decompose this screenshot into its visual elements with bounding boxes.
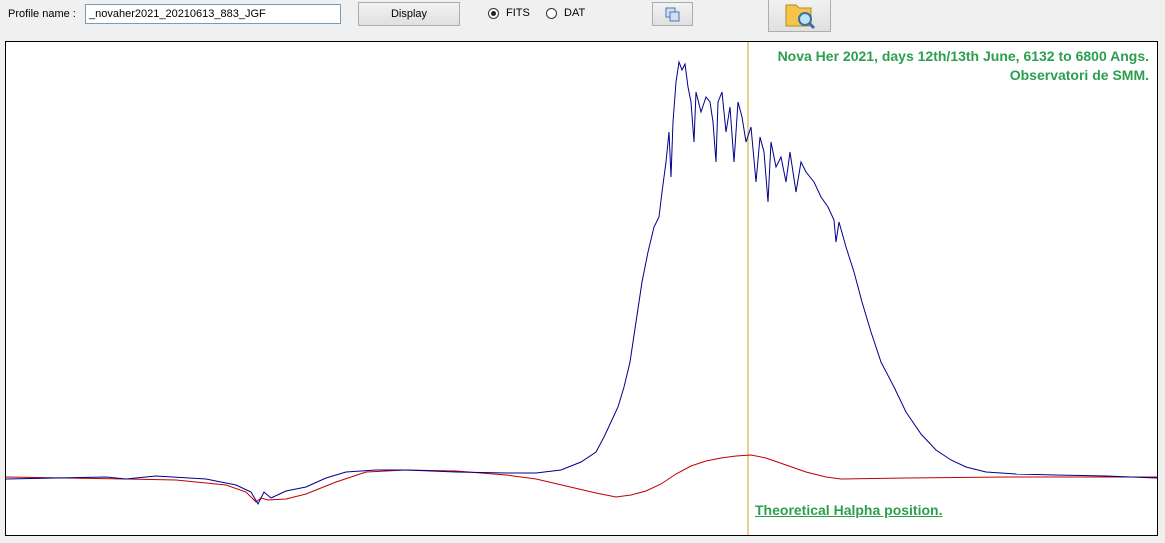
radio-button[interactable] [546, 8, 557, 19]
radio-label: DAT [564, 7, 586, 19]
theoretical-spectrum [6, 454, 1157, 503]
observed-spectrum [6, 60, 1157, 506]
display-button[interactable]: Display [358, 2, 460, 26]
profile-label: Profile name : [8, 8, 76, 20]
copy-button[interactable] [652, 2, 693, 26]
radio-label: FITS [506, 7, 530, 19]
copy-icon [665, 7, 680, 22]
radio-button[interactable] [488, 8, 499, 19]
plot-area: Nova Her 2021, days 12th/13th June, 6132… [5, 41, 1158, 536]
plot-title: Nova Her 2021, days 12th/13th June, 6132… [777, 48, 1149, 64]
radio-dot [491, 11, 496, 16]
plot-subtitle: Observatori de SMM. [1009, 67, 1149, 83]
profile-input[interactable]: _novaher2021_20210613_883_JGF [85, 4, 341, 24]
halpha-label: Theoretical Halpha position. [755, 502, 943, 518]
spectrum-svg [6, 42, 1157, 535]
folder-icon [785, 4, 816, 30]
open-button[interactable] [768, 0, 831, 32]
